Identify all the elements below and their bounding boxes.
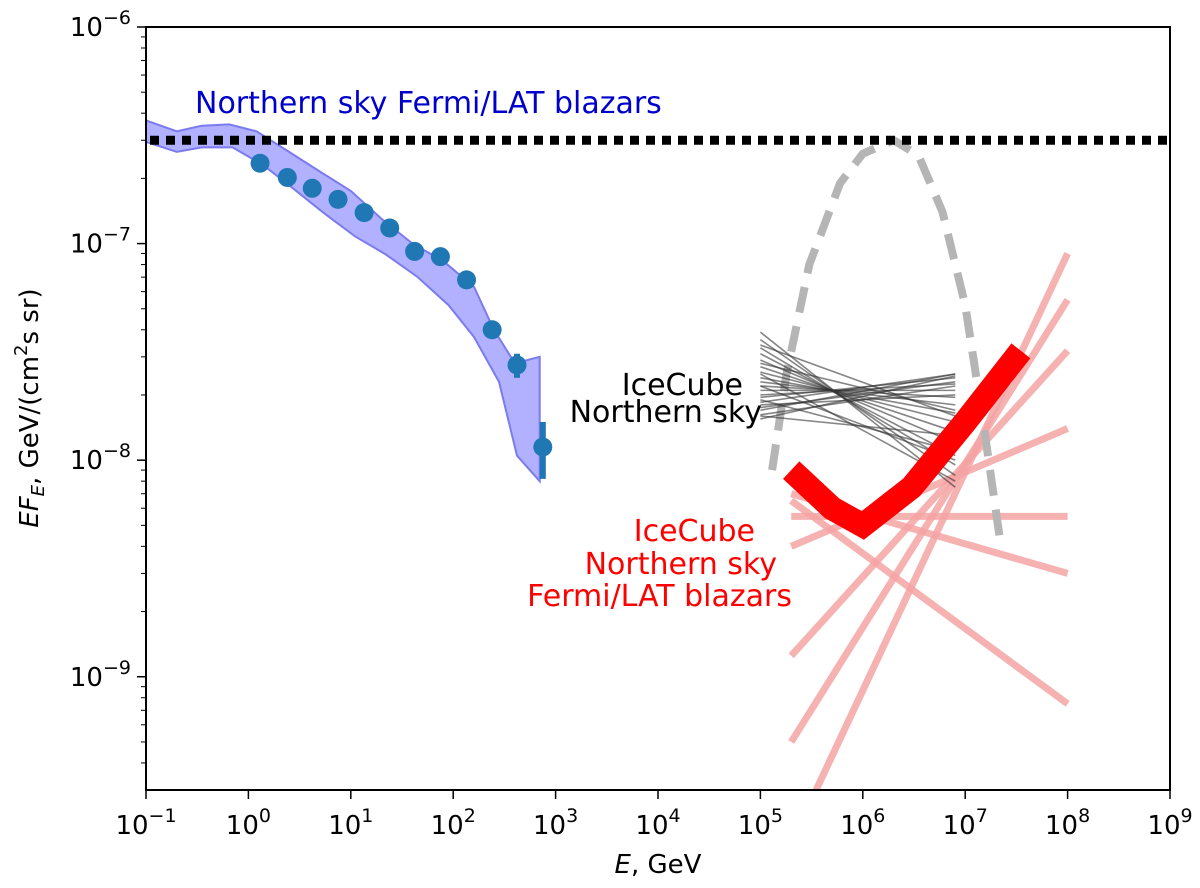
icecube-bundle-line-17 <box>760 385 956 416</box>
x-tick-label-base: 10 <box>328 811 361 841</box>
fermi-data-point-4 <box>354 203 374 223</box>
fermi-data-point-5 <box>380 218 400 238</box>
x-tick-label-base: 10 <box>1147 811 1180 841</box>
x-tick-label-base: 10 <box>431 811 464 841</box>
y-axis-label: EFE, GeV/(cm2s sr) <box>11 288 49 527</box>
x-axis-label-rest: , GeV <box>631 850 702 880</box>
y-axis-label-tail: s sr) <box>15 288 45 344</box>
y-tick-label: 10−9 <box>70 657 131 693</box>
icecube-bundle-line-1 <box>759 339 956 477</box>
y-axis-label-sup: 2 <box>11 345 32 356</box>
icecube-bundle-line-18 <box>760 375 956 420</box>
annotation-icecube-line1: IceCube <box>622 368 743 403</box>
fermi-data-point-8 <box>457 270 477 290</box>
fermi-data-point-0 <box>250 153 270 173</box>
fermi-data-point-7 <box>430 247 450 267</box>
x-tick-label: 109 <box>1147 805 1192 841</box>
annotation-fermi-blazars: Northern sky Fermi/LAT blazars <box>195 86 662 121</box>
x-tick-label-exp: 7 <box>976 805 988 827</box>
faint-red-fit-line-3 <box>789 497 1070 707</box>
x-tick-label-exp: −1 <box>149 805 177 827</box>
x-tick-label-exp: 5 <box>771 805 783 827</box>
y-tick-label-exp: −7 <box>103 224 131 246</box>
annotation-red-line1: IceCube <box>634 514 755 549</box>
y-axis-label-ef: EF <box>15 495 45 527</box>
x-tick-label: 108 <box>1045 805 1090 841</box>
icecube-bundle-line-16 <box>760 373 956 412</box>
x-tick-label-base: 10 <box>635 811 668 841</box>
icecube-bundle-line-24 <box>760 415 956 437</box>
x-tick-label-exp: 8 <box>1078 805 1090 827</box>
icecube-bundle-line-20 <box>760 385 956 461</box>
y-tick-labels: 10−610−710−810−9 <box>70 7 131 693</box>
x-tick-label-exp: 0 <box>259 805 271 827</box>
annotation-red-line2: Northern sky <box>585 547 777 582</box>
x-tick-label-base: 10 <box>533 811 566 841</box>
fermi-data-point-1 <box>277 167 297 187</box>
y-tick-label: 10−7 <box>70 224 131 260</box>
icecube-bundle-line-23 <box>760 362 956 412</box>
icecube-fermi-red-curve <box>783 343 1031 540</box>
y-tick-label: 10−8 <box>70 440 131 476</box>
x-tick-label-base: 10 <box>840 811 873 841</box>
icecube-bundle-line-4 <box>760 359 956 444</box>
x-tick-label: 106 <box>840 805 885 841</box>
x-axis-label-italic: E <box>615 850 632 880</box>
x-tick-label-base: 10 <box>226 811 259 841</box>
icecube-bundle-line-15 <box>760 381 956 409</box>
axis-ticks <box>137 26 1171 799</box>
y-tick-label-exp: −9 <box>103 657 131 679</box>
faint-red-fit-line-6 <box>812 252 1071 790</box>
x-tick-label-exp: 4 <box>669 805 681 827</box>
icecube-bundle-line-2 <box>759 347 956 466</box>
x-axis-label: E, GeV <box>615 850 702 880</box>
x-tick-label-base: 10 <box>943 811 976 841</box>
x-tick-label-exp: 1 <box>361 805 373 827</box>
plot-area <box>146 119 1168 790</box>
x-tick-label: 100 <box>226 805 271 841</box>
faint-red-fit-line-4 <box>788 348 1071 659</box>
fermi-data-point-6 <box>405 241 425 261</box>
annotation-icecube-line2: Northern sky <box>570 395 762 430</box>
x-tick-label-exp: 2 <box>464 805 476 827</box>
icecube-bundle-line-8 <box>760 381 956 406</box>
x-tick-label-base: 10 <box>738 811 771 841</box>
y-tick-label-exp: −8 <box>103 440 131 462</box>
x-tick-label: 105 <box>738 805 783 841</box>
x-tick-label: 101 <box>328 805 373 841</box>
y-tick-label-base: 10 <box>70 663 103 693</box>
y-tick-label-exp: −6 <box>103 7 131 29</box>
y-tick-label-base: 10 <box>70 13 103 43</box>
fermi-data-point-11 <box>533 437 553 457</box>
x-tick-label-exp: 3 <box>566 805 578 827</box>
y-tick-label-base: 10 <box>70 230 103 260</box>
x-tick-label-base: 10 <box>115 811 148 841</box>
y-axis-label-unit: , GeV/(cm <box>15 356 45 485</box>
x-tick-label-exp: 6 <box>873 805 885 827</box>
x-tick-label-base: 10 <box>1045 811 1078 841</box>
x-tick-label: 107 <box>943 805 988 841</box>
x-tick-label: 103 <box>533 805 578 841</box>
x-tick-label: 102 <box>431 805 476 841</box>
faint-red-fit-line-2 <box>789 425 1069 550</box>
annotation-red-line3: Fermi/LAT blazars <box>527 579 792 614</box>
fermi-data-point-3 <box>328 189 348 209</box>
fermi-data-point-9 <box>482 320 502 340</box>
x-tick-label: 104 <box>635 805 680 841</box>
y-tick-label-base: 10 <box>70 446 103 476</box>
icecube-bundle-line-22 <box>760 344 956 417</box>
x-tick-label-exp: 9 <box>1181 805 1193 827</box>
x-tick-labels: 10−1 100 101 102 103 104 105 106 107 108 109 <box>115 805 1192 841</box>
x-tick-label: 10−1 <box>115 805 176 841</box>
faint-red-fit-line-5 <box>788 297 1071 744</box>
y-axis-label-sub: E <box>28 484 49 496</box>
y-tick-label: 10−6 <box>70 7 131 43</box>
fermi-data-point-2 <box>302 178 322 198</box>
fermi-data-point-10 <box>507 355 527 375</box>
